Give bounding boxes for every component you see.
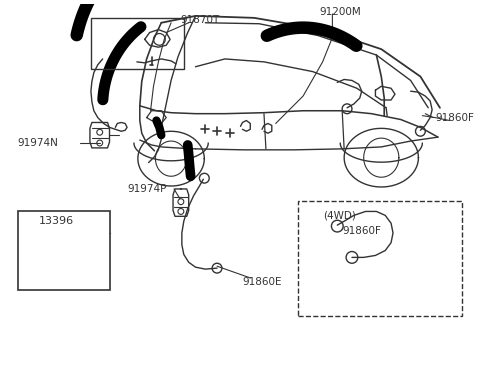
Text: 91974N: 91974N	[18, 138, 59, 148]
Text: 91860F: 91860F	[342, 226, 381, 236]
Bar	[91, 18, 184, 69]
Bar	[18, 211, 110, 289]
Text: 91860F: 91860F	[435, 113, 474, 123]
Bar	[298, 201, 462, 316]
Text: 91200M: 91200M	[320, 7, 361, 17]
Text: 91974P: 91974P	[127, 184, 167, 194]
Text: 13396: 13396	[39, 216, 74, 226]
Text: 91870T: 91870T	[181, 15, 220, 25]
Text: (4WD): (4WD)	[323, 210, 356, 220]
Text: 91860E: 91860E	[242, 277, 282, 287]
